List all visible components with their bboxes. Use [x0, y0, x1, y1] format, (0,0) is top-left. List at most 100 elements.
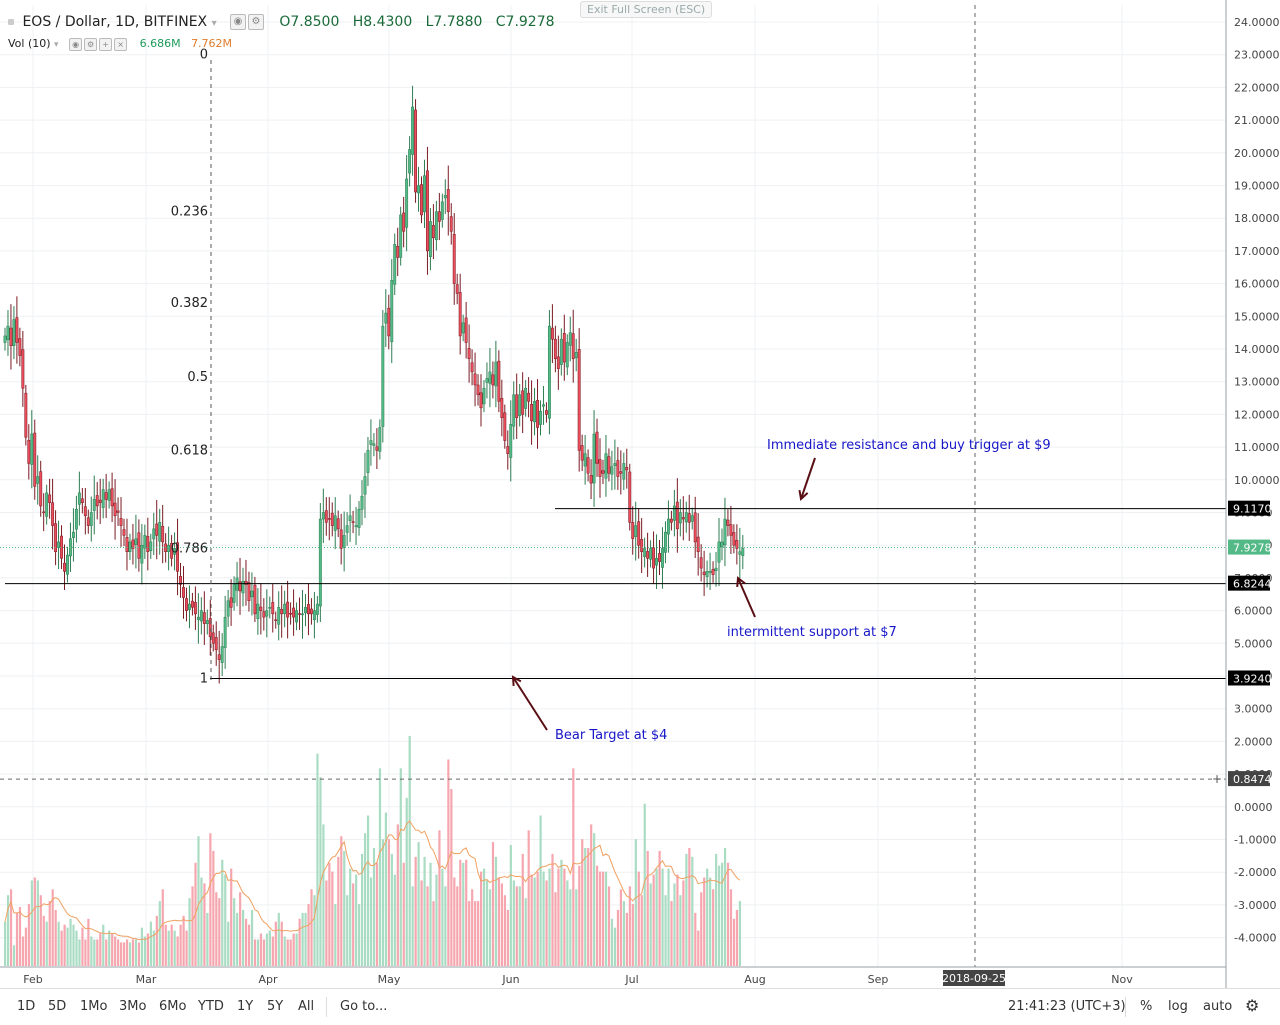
volume-bar — [664, 895, 667, 966]
horizontal-lines[interactable]: + — [0, 5, 1226, 967]
range-5d-button[interactable]: 5D — [48, 999, 67, 1014]
price-tag-background — [1228, 539, 1270, 555]
volume-bar — [179, 924, 182, 966]
candle-body — [384, 312, 388, 324]
clock-readout[interactable]: 21:41:23 (UTC+3) — [1008, 999, 1126, 1014]
candle-body — [476, 384, 480, 396]
volume-bar — [164, 924, 167, 966]
candle-body — [714, 567, 718, 571]
candle-body — [336, 518, 340, 530]
volume-bar — [441, 868, 444, 966]
candle-body — [155, 523, 159, 536]
symbol-title[interactable]: EOS / Dollar, 1D, BITFINEX — [22, 14, 208, 30]
log-toggle[interactable]: log — [1168, 999, 1188, 1014]
volume-bar — [459, 859, 462, 966]
candle-body — [616, 460, 620, 477]
candle-body — [440, 201, 444, 220]
candle-body — [473, 373, 477, 386]
annotation-arrow — [512, 676, 548, 731]
volume-bar — [239, 892, 242, 966]
y-tick-label: 12.0000 — [1234, 408, 1280, 421]
range-all-button[interactable]: All — [298, 999, 315, 1014]
volume-bar — [66, 927, 69, 966]
auto-toggle[interactable]: auto — [1203, 999, 1233, 1014]
volume-bar — [125, 939, 129, 966]
candle-body — [705, 571, 709, 577]
exit-fullscreen-button[interactable]: Exit Full Screen (ESC) — [580, 1, 713, 18]
chevron-down-icon[interactable]: ▾ — [54, 40, 59, 50]
settings-icon[interactable]: ⚙ — [248, 14, 264, 30]
volume-bar — [137, 942, 141, 966]
volume-bar — [718, 865, 721, 966]
range-1d-button[interactable]: 1D — [17, 999, 36, 1014]
volume-bar — [191, 886, 194, 966]
candle-body — [369, 440, 373, 445]
y-tick-label: 13.0000 — [1234, 376, 1280, 389]
volume-bar — [497, 877, 501, 966]
volume-bar — [140, 927, 144, 966]
volume-bar — [637, 871, 640, 966]
volume-bar — [539, 815, 542, 966]
candle-body — [45, 492, 49, 517]
range-1mo-button[interactable]: 1Mo — [80, 999, 108, 1014]
add-icon[interactable]: + — [99, 37, 113, 51]
volume-bar — [230, 868, 233, 966]
candle-body — [446, 189, 450, 212]
candle-body — [601, 470, 605, 474]
candle-body — [119, 518, 123, 526]
candle-body — [330, 512, 334, 526]
y-tick-label: 17.0000 — [1234, 245, 1280, 258]
range-5y-button[interactable]: 5Y — [267, 999, 284, 1014]
volume-title[interactable]: Vol (10) — [8, 37, 51, 50]
volume-bar — [456, 886, 459, 966]
candle-body — [298, 613, 301, 615]
goto-button[interactable]: Go to... — [340, 999, 388, 1014]
range-3mo-button[interactable]: 3Mo — [119, 999, 147, 1014]
x-tick-label: Mar — [136, 973, 157, 986]
high-value: H8.4300 — [352, 14, 413, 30]
close-icon[interactable]: × — [114, 37, 128, 51]
gear-icon[interactable]: ⚙ — [1245, 996, 1260, 1015]
volume-bar — [536, 871, 539, 966]
volume-bar — [503, 895, 506, 966]
volume-bar — [646, 850, 649, 966]
candle-body — [732, 532, 736, 546]
volume-bar — [387, 839, 390, 966]
range-1y-button[interactable]: 1Y — [237, 999, 254, 1014]
candle-body — [176, 542, 180, 572]
chevron-down-icon[interactable]: ▾ — [211, 18, 217, 29]
range-6mo-button[interactable]: 6Mo — [159, 999, 187, 1014]
candle-body — [223, 616, 227, 648]
candle-body — [643, 548, 647, 557]
arrow-head-icon — [736, 576, 746, 588]
fib-level-label: 0.618 — [171, 443, 208, 458]
eye-icon[interactable]: ◉ — [69, 37, 83, 51]
add-icon[interactable]: + — [1212, 772, 1222, 786]
volume-bar — [224, 874, 227, 966]
eye-icon[interactable]: ◉ — [230, 14, 246, 30]
volume-bar — [468, 901, 471, 966]
candle-body — [711, 569, 715, 575]
y-tick-label: 15.0000 — [1234, 310, 1280, 323]
volume-bar — [494, 856, 498, 966]
collapse-icon[interactable] — [8, 19, 14, 25]
range-ytd-button[interactable]: YTD — [198, 999, 224, 1014]
candle-body — [628, 471, 632, 523]
price-tag-background — [1228, 670, 1270, 686]
settings-icon[interactable]: ⚙ — [84, 37, 98, 51]
candle-body — [214, 637, 218, 651]
candle-body — [402, 212, 406, 232]
candle-body — [652, 547, 655, 569]
candle-body — [80, 498, 84, 503]
percent-toggle[interactable]: % — [1140, 999, 1153, 1014]
candle-body — [104, 492, 108, 500]
volume-bar — [203, 883, 206, 966]
candle-body — [238, 581, 242, 592]
volume-bar — [390, 853, 393, 966]
x-tick-label: May — [378, 973, 401, 986]
candle-body — [547, 325, 551, 419]
price-tag-label: 9.1170 — [1233, 503, 1272, 516]
volume-bar — [616, 909, 620, 966]
candle-body — [232, 584, 236, 603]
